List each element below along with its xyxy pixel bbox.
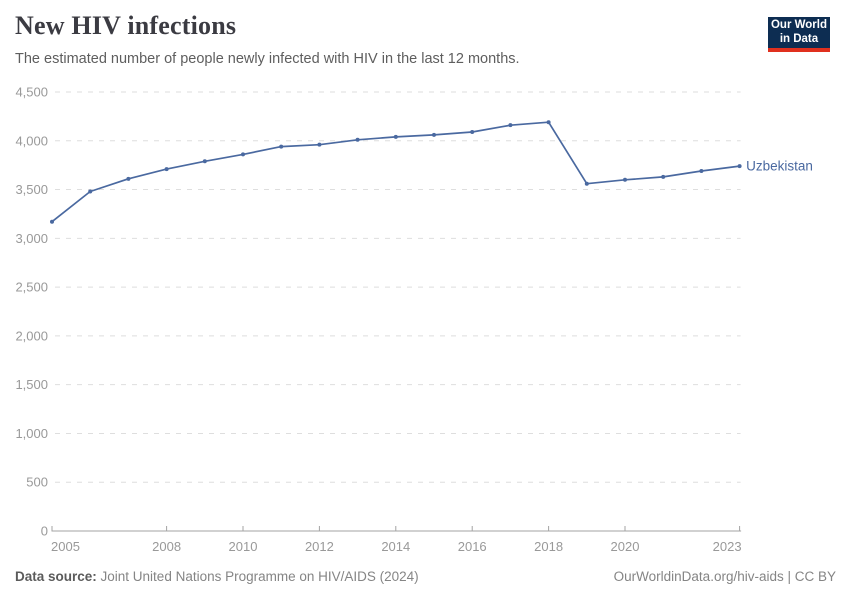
y-tick-label-2500: 2,500 bbox=[15, 280, 48, 295]
data-point-2014[interactable] bbox=[393, 134, 398, 139]
y-tick-label-1000: 1,000 bbox=[15, 426, 48, 441]
y-tick-label-0: 0 bbox=[41, 524, 48, 539]
data-point-2015[interactable] bbox=[432, 132, 436, 137]
x-tick-label-2020: 2020 bbox=[611, 539, 640, 554]
x-tick-label-2016: 2016 bbox=[458, 539, 487, 554]
data-source-label: Data source: bbox=[15, 569, 97, 584]
entity-label-uzbekistan[interactable]: Uzbekistan bbox=[746, 159, 813, 174]
y-tick-label-4000: 4,000 bbox=[15, 133, 48, 148]
data-point-2006[interactable] bbox=[88, 189, 93, 194]
data-point-2018[interactable] bbox=[546, 120, 551, 125]
data-point-2013[interactable] bbox=[355, 137, 360, 142]
owid-logo[interactable]: Our World in Data bbox=[768, 17, 830, 52]
owid-logo-text: Our World in Data bbox=[770, 18, 827, 45]
data-source-text: Joint United Nations Programme on HIV/AI… bbox=[96, 569, 419, 584]
x-tick-label-2014: 2014 bbox=[381, 539, 410, 554]
chart-title: New HIV infections bbox=[15, 11, 237, 40]
y-tick-label-3000: 3,000 bbox=[15, 231, 48, 246]
data-point-2019[interactable] bbox=[584, 181, 589, 186]
chart-subtitle: The estimated number of people newly inf… bbox=[15, 51, 520, 67]
data-point-2017[interactable] bbox=[508, 123, 513, 128]
x-tick-label-2005: 2005 bbox=[51, 539, 80, 554]
data-point-2020[interactable] bbox=[623, 177, 627, 182]
x-tick-label-2008: 2008 bbox=[152, 539, 181, 554]
data-point-2023[interactable] bbox=[737, 164, 742, 169]
x-tick-label-2018: 2018 bbox=[534, 539, 563, 554]
y-tick-label-3500: 3,500 bbox=[15, 182, 48, 197]
data-point-2005[interactable] bbox=[50, 219, 54, 224]
y-tick-label-500: 500 bbox=[26, 475, 48, 490]
x-tick-label-2023: 2023 bbox=[713, 539, 742, 554]
data-point-2021[interactable] bbox=[661, 174, 666, 179]
data-point-2008[interactable] bbox=[164, 167, 169, 172]
footer-link[interactable]: OurWorldinData.org/hiv-aids | CC BY bbox=[613, 569, 836, 584]
y-tick-label-2000: 2,000 bbox=[15, 328, 48, 343]
x-tick-label-2010: 2010 bbox=[229, 539, 258, 554]
y-tick-label-1500: 1,500 bbox=[15, 377, 48, 392]
data-point-2009[interactable] bbox=[202, 159, 207, 164]
data-point-2011[interactable] bbox=[279, 144, 284, 149]
data-point-2016[interactable] bbox=[470, 129, 475, 134]
data-point-2010[interactable] bbox=[241, 152, 245, 157]
data-point-2022[interactable] bbox=[699, 169, 704, 174]
x-tick-label-2012: 2012 bbox=[305, 539, 334, 554]
y-tick-label-4500: 4,500 bbox=[15, 85, 48, 100]
data-point-2012[interactable] bbox=[317, 142, 322, 147]
data-source-note: Data source: Joint United Nations Progra… bbox=[15, 569, 419, 584]
data-point-2007[interactable] bbox=[126, 176, 131, 181]
